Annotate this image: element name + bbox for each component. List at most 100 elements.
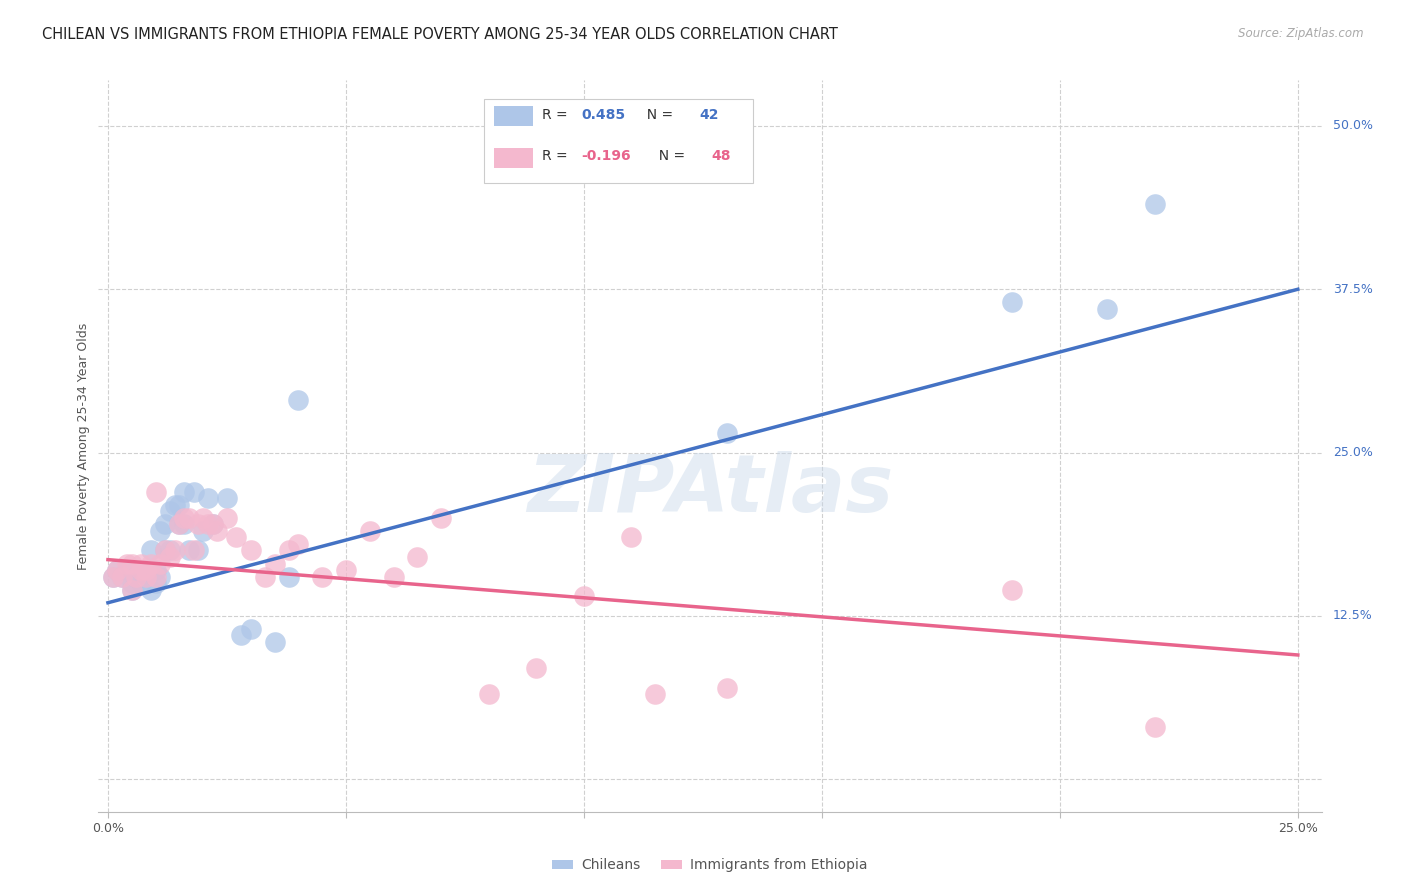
- Point: [135, 563, 157, 577]
- FancyBboxPatch shape: [494, 106, 533, 127]
- Point: [153, 517, 176, 532]
- Point: [197, 517, 219, 532]
- Point: [207, 524, 229, 538]
- Point: [115, 557, 138, 571]
- Point: [163, 498, 186, 512]
- Point: [177, 543, 200, 558]
- Text: R =: R =: [543, 149, 572, 163]
- Text: CHILEAN VS IMMIGRANTS FROM ETHIOPIA FEMALE POVERTY AMONG 25-34 YEAR OLDS CORRELA: CHILEAN VS IMMIGRANTS FROM ETHIOPIA FEMA…: [42, 27, 838, 42]
- Point: [311, 569, 333, 583]
- Point: [159, 504, 181, 518]
- FancyBboxPatch shape: [494, 147, 533, 168]
- Point: [139, 543, 162, 558]
- Point: [183, 543, 205, 558]
- Text: ZIPAtlas: ZIPAtlas: [527, 450, 893, 529]
- Text: N =: N =: [650, 149, 689, 163]
- Point: [359, 524, 381, 538]
- Point: [129, 563, 152, 577]
- Text: -0.196: -0.196: [582, 149, 631, 163]
- Point: [149, 557, 172, 571]
- Point: [169, 517, 191, 532]
- Point: [153, 543, 176, 558]
- Point: [277, 569, 299, 583]
- Point: [111, 569, 134, 583]
- Point: [145, 563, 167, 577]
- Point: [287, 393, 309, 408]
- Point: [125, 569, 148, 583]
- Point: [620, 530, 643, 544]
- Point: [169, 498, 191, 512]
- Point: [716, 681, 738, 695]
- Point: [153, 543, 176, 558]
- Point: [107, 563, 129, 577]
- Text: 25.0%: 25.0%: [1333, 446, 1372, 459]
- Point: [121, 557, 143, 571]
- Point: [101, 569, 124, 583]
- Point: [277, 543, 299, 558]
- Point: [1001, 582, 1024, 597]
- Point: [121, 582, 143, 597]
- Point: [145, 569, 167, 583]
- Point: [101, 569, 124, 583]
- Point: [115, 563, 138, 577]
- Point: [159, 543, 181, 558]
- Point: [187, 517, 209, 532]
- Point: [430, 511, 453, 525]
- Point: [149, 569, 172, 583]
- Point: [129, 569, 152, 583]
- Point: [135, 563, 157, 577]
- Point: [253, 569, 276, 583]
- Point: [225, 530, 247, 544]
- Point: [163, 543, 186, 558]
- Text: 37.5%: 37.5%: [1333, 283, 1372, 296]
- Point: [406, 549, 429, 564]
- Point: [1144, 720, 1167, 734]
- Point: [263, 557, 285, 571]
- Point: [644, 687, 666, 701]
- Point: [478, 687, 501, 701]
- FancyBboxPatch shape: [484, 99, 752, 183]
- Point: [191, 511, 214, 525]
- Text: 0.485: 0.485: [582, 108, 626, 121]
- Point: [524, 661, 547, 675]
- Point: [287, 537, 309, 551]
- Point: [197, 491, 219, 506]
- Point: [183, 484, 205, 499]
- Point: [1001, 295, 1024, 310]
- Point: [169, 517, 191, 532]
- Point: [107, 563, 129, 577]
- Point: [239, 622, 262, 636]
- Point: [1097, 301, 1119, 316]
- Text: 42: 42: [699, 108, 718, 121]
- Text: N =: N =: [638, 108, 678, 121]
- Point: [149, 524, 172, 538]
- Point: [335, 563, 357, 577]
- Point: [263, 635, 285, 649]
- Point: [201, 517, 224, 532]
- Point: [177, 511, 200, 525]
- Point: [173, 517, 195, 532]
- Point: [111, 569, 134, 583]
- Text: Source: ZipAtlas.com: Source: ZipAtlas.com: [1239, 27, 1364, 40]
- Point: [231, 628, 253, 642]
- Point: [121, 582, 143, 597]
- Point: [239, 543, 262, 558]
- Point: [716, 425, 738, 440]
- Y-axis label: Female Poverty Among 25-34 Year Olds: Female Poverty Among 25-34 Year Olds: [77, 322, 90, 570]
- Point: [129, 557, 152, 571]
- Point: [145, 576, 167, 591]
- Point: [187, 543, 209, 558]
- Point: [159, 549, 181, 564]
- Point: [173, 511, 195, 525]
- Point: [121, 576, 143, 591]
- Point: [145, 484, 167, 499]
- Point: [135, 569, 157, 583]
- Legend: Chileans, Immigrants from Ethiopia: Chileans, Immigrants from Ethiopia: [547, 853, 873, 878]
- Point: [125, 569, 148, 583]
- Point: [129, 576, 152, 591]
- Point: [215, 491, 238, 506]
- Text: 50.0%: 50.0%: [1333, 120, 1372, 133]
- Point: [139, 557, 162, 571]
- Text: 12.5%: 12.5%: [1333, 609, 1372, 623]
- Text: 48: 48: [711, 149, 731, 163]
